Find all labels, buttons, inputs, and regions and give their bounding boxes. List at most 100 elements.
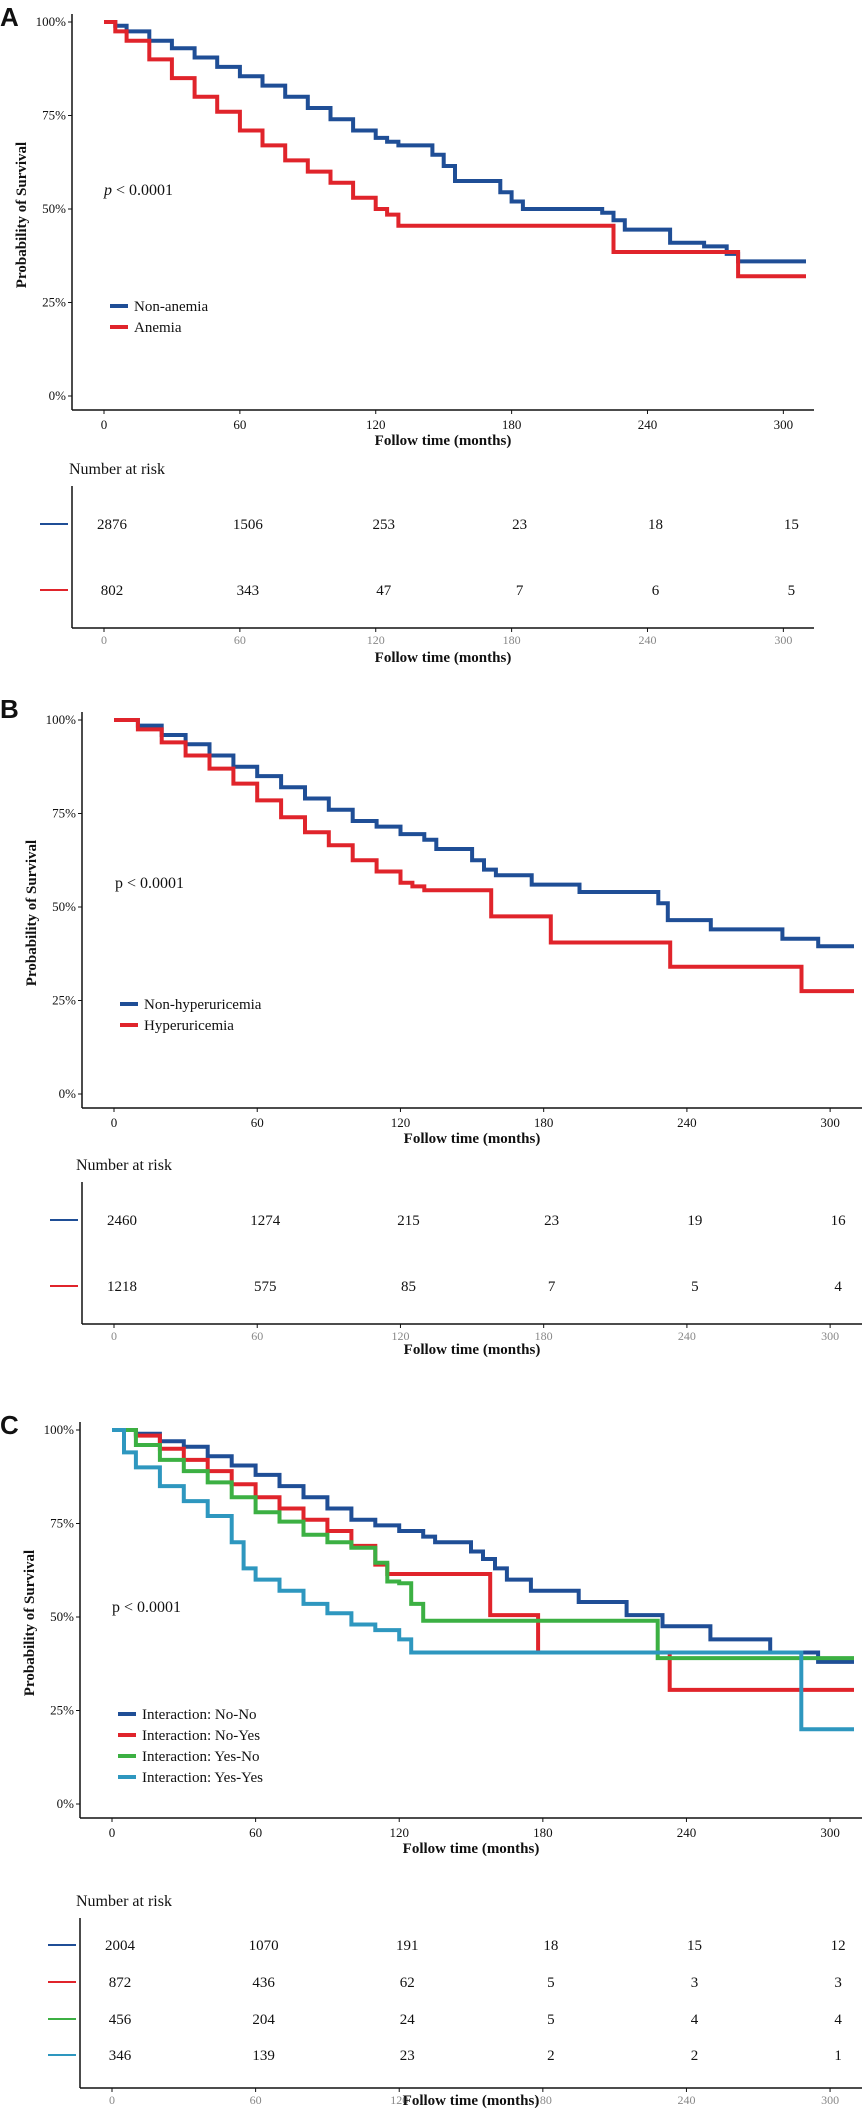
risk-count: 15	[784, 517, 799, 533]
risk-x-tick-label: 120	[367, 633, 385, 647]
risk-count: 1274	[250, 1213, 281, 1229]
legend-label: Hyperuricemia	[144, 1018, 234, 1034]
risk-x-tick-label: 240	[678, 1329, 696, 1343]
panel-b: B 0% 25% 50% 75% 100% 0 60 120 180 240 300 Follow ti…	[0, 694, 862, 1358]
risk-x-tick-label: 0	[111, 1329, 117, 1343]
legend-label: Anemia	[134, 320, 182, 336]
risk-count: 23	[400, 2048, 415, 2064]
survival-curve-1	[104, 20, 806, 264]
x-tick-label: 60	[233, 417, 246, 432]
risk-count: 2	[547, 2048, 555, 2064]
x-tick-label: 60	[249, 1825, 262, 1840]
p-value-text: p < 0.0001	[112, 1599, 181, 1616]
risk-x-tick-label: 60	[251, 1329, 263, 1343]
risk-count: 18	[648, 517, 663, 533]
risk-count: 15	[687, 1938, 702, 1954]
risk-count: 575	[254, 1279, 277, 1295]
risk-count: 4	[834, 1279, 842, 1295]
p-value-text: p < 0.0001	[115, 875, 184, 892]
panel-label: B	[0, 694, 19, 724]
risk-count: 24	[400, 2012, 416, 2028]
risk-count: 85	[401, 1279, 416, 1295]
risk-count: 872	[109, 1975, 132, 1991]
x-tick-label: 180	[534, 1115, 554, 1130]
x-tick-label: 120	[366, 417, 386, 432]
y-tick-label: 25%	[52, 993, 76, 1008]
risk-count: 19	[687, 1213, 702, 1229]
risk-count: 1506	[233, 517, 264, 533]
x-tick-label: 180	[502, 417, 522, 432]
risk-count: 5	[547, 2012, 555, 2028]
risk-x-tick-label: 240	[638, 633, 656, 647]
y-tick-label: 100%	[36, 14, 67, 29]
risk-count: 4	[834, 2012, 842, 2028]
risk-count: 1070	[249, 1938, 279, 1954]
risk-x-tick-label: 300	[821, 1329, 839, 1343]
y-tick-label: 75%	[42, 108, 66, 123]
y-axis-title: Probability of Survival	[24, 840, 40, 986]
risk-count: 16	[831, 1213, 847, 1229]
risk-count: 2460	[107, 1213, 137, 1229]
risk-count: 2	[691, 2048, 699, 2064]
p-value: < 0.0001	[124, 1599, 181, 1616]
risk-count: 23	[512, 517, 527, 533]
risk-x-tick-label: 180	[534, 2093, 552, 2107]
risk-count: 23	[544, 1213, 559, 1229]
risk-x-tick-label: 300	[821, 2093, 839, 2107]
survival-curve-1	[112, 1428, 854, 1664]
x-tick-label: 60	[251, 1115, 264, 1130]
risk-count: 802	[101, 583, 124, 599]
y-tick-label: 75%	[52, 806, 76, 821]
risk-count: 12	[831, 1938, 846, 1954]
y-tick-label: 100%	[46, 712, 77, 727]
y-tick-label: 0%	[57, 1796, 75, 1811]
survival-curve-2	[104, 20, 806, 279]
x-tick-label: 240	[677, 1115, 697, 1130]
risk-x-tick-label: 240	[677, 2093, 695, 2107]
survival-curve-4	[112, 1428, 854, 1732]
risk-count: 139	[252, 2048, 275, 2064]
risk-count: 7	[548, 1279, 556, 1295]
legend-label: Non-hyperuricemia	[144, 997, 262, 1013]
panel-label: C	[0, 1410, 19, 1440]
y-tick-label: 100%	[44, 1422, 75, 1437]
p-value-text: p < 0.0001	[103, 182, 173, 199]
risk-count: 7	[516, 583, 524, 599]
y-tick-label: 25%	[42, 295, 66, 310]
survival-curve-1	[114, 718, 854, 949]
risk-count: 47	[376, 583, 392, 599]
x-tick-label: 300	[820, 1115, 840, 1130]
legend-label: Interaction: No-No	[142, 1707, 257, 1723]
x-tick-label: 180	[533, 1825, 553, 1840]
risk-x-tick-label: 120	[391, 1329, 409, 1343]
risk-count: 1	[834, 2048, 842, 2064]
risk-count: 1218	[107, 1279, 137, 1295]
y-tick-label: 50%	[52, 899, 76, 914]
p-value: < 0.0001	[127, 875, 184, 892]
x-tick-label: 240	[638, 417, 658, 432]
x-tick-label: 0	[109, 1825, 116, 1840]
risk-count: 4	[691, 2012, 699, 2028]
risk-x-tick-label: 0	[109, 2093, 115, 2107]
risk-count: 3	[834, 1975, 842, 1991]
risk-x-tick-label: 0	[101, 633, 107, 647]
survival-curve-2	[114, 718, 854, 994]
risk-count: 18	[543, 1938, 558, 1954]
risk-count: 436	[252, 1975, 275, 1991]
p-value-prefix: p	[115, 875, 123, 892]
x-tick-label: 120	[391, 1115, 411, 1130]
risk-count: 2876	[97, 517, 128, 533]
risk-count: 253	[372, 517, 395, 533]
risk-count: 5	[547, 1975, 555, 1991]
risk-count: 456	[109, 2012, 132, 2028]
risk-count: 5	[788, 583, 796, 599]
risk-count: 346	[109, 2048, 132, 2064]
y-tick-label: 0%	[59, 1086, 77, 1101]
risk-x-axis-title: Follow time (months)	[404, 1342, 541, 1358]
p-value-prefix: p	[103, 182, 112, 199]
risk-count: 2004	[105, 1938, 136, 1954]
risk-count: 5	[691, 1279, 699, 1295]
